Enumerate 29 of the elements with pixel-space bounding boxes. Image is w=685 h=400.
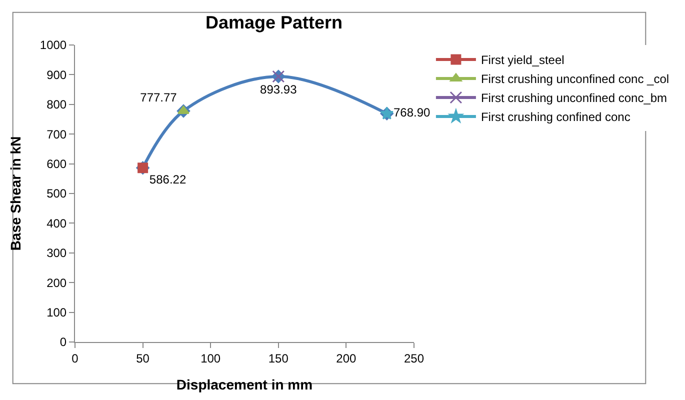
- point: [178, 106, 190, 114]
- x-tick-label: 50: [136, 351, 150, 366]
- y-axis-title: Base Shear in kN: [7, 136, 24, 251]
- legend-label: First yield_steel: [480, 53, 564, 68]
- chart-title: Damage Pattern: [205, 12, 343, 33]
- x-tick-label: 0: [72, 351, 79, 366]
- y-tick-label: 600: [46, 157, 67, 171]
- y-tick-label: 200: [46, 276, 67, 290]
- data-label: 586.22: [149, 172, 186, 187]
- y-tick-label: 700: [46, 127, 67, 142]
- legend-label: First crushing unconfined conc_bm: [480, 91, 668, 106]
- y-tick-label: 1000: [40, 38, 67, 52]
- x-tick-label: 150: [268, 351, 289, 366]
- data-label: 777.77: [140, 90, 178, 104]
- y-tick-label: 0: [60, 335, 67, 350]
- y-tick-label: 500: [46, 186, 67, 201]
- y-tick-label: 800: [46, 98, 67, 112]
- data-label: 893.93: [260, 82, 298, 96]
- y-tick-label: 900: [46, 68, 67, 82]
- y-tick-label: 300: [46, 246, 67, 260]
- legend-label: First crushing unconfined conc _col: [480, 72, 670, 86]
- y-tick-label: 100: [46, 306, 67, 320]
- y-tick-label: 400: [46, 216, 67, 230]
- x-tick-label: 200: [336, 351, 357, 366]
- x-tick-label: 250: [404, 351, 424, 366]
- x-axis-title: Displacement in mm: [176, 376, 313, 393]
- legend-label: First crushing confined conc: [480, 110, 630, 124]
- data-label: 768.90: [394, 106, 431, 120]
- x-tick-label: 100: [200, 351, 221, 366]
